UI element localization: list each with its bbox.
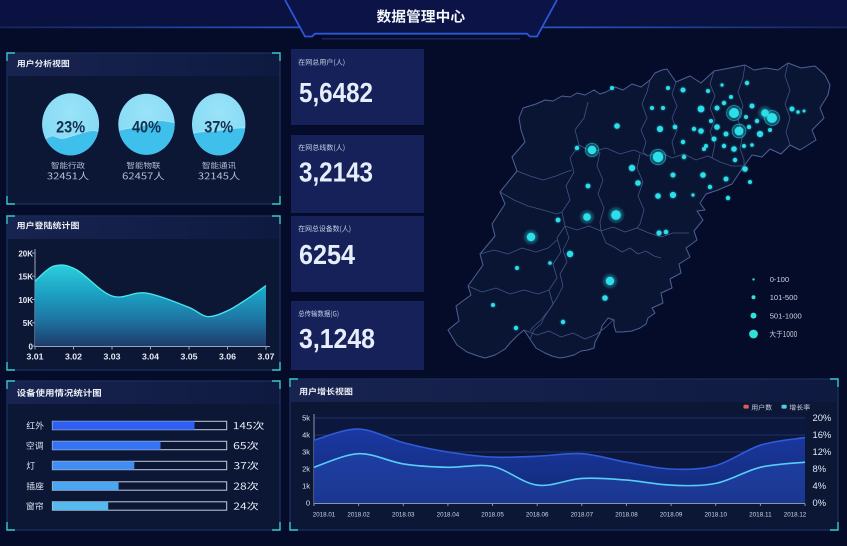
- svg-text:2018.12: 2018.12: [784, 512, 807, 519]
- svg-text:1k: 1k: [302, 482, 310, 491]
- svg-text:0%: 0%: [813, 497, 827, 508]
- svg-text:37%: 37%: [204, 117, 233, 136]
- svg-text:3.03: 3.03: [104, 353, 122, 362]
- svg-text:2018.02: 2018.02: [347, 512, 370, 519]
- svg-text:501-1000: 501-1000: [770, 311, 802, 320]
- svg-text:3.02: 3.02: [65, 353, 83, 362]
- svg-text:20%: 20%: [813, 412, 832, 423]
- svg-text:23%: 23%: [56, 117, 85, 136]
- svg-text:4k: 4k: [302, 431, 310, 440]
- svg-text:4%: 4%: [813, 480, 827, 491]
- svg-text:8%: 8%: [813, 463, 827, 474]
- svg-text:3,2143: 3,2143: [299, 157, 373, 188]
- svg-text:2018.03: 2018.03: [392, 512, 415, 519]
- svg-text:3.01: 3.01: [27, 353, 45, 362]
- svg-text:3.07: 3.07: [258, 353, 276, 362]
- svg-text:16%: 16%: [813, 429, 832, 440]
- svg-text:15K: 15K: [18, 273, 33, 282]
- svg-text:3.05: 3.05: [181, 353, 199, 362]
- svg-text:2k: 2k: [302, 465, 310, 474]
- svg-text:2018.08: 2018.08: [615, 512, 638, 519]
- svg-text:5k: 5k: [302, 414, 310, 423]
- svg-text:40%: 40%: [132, 117, 161, 136]
- svg-text:2018.05: 2018.05: [481, 512, 504, 519]
- svg-text:0: 0: [306, 499, 310, 508]
- svg-text:2018.11: 2018.11: [749, 512, 772, 519]
- svg-text:5K: 5K: [23, 319, 33, 328]
- svg-text:2018.10: 2018.10: [704, 512, 727, 519]
- svg-text:2018.07: 2018.07: [571, 512, 594, 519]
- svg-text:10K: 10K: [18, 296, 33, 305]
- svg-text:2018.04: 2018.04: [437, 512, 460, 519]
- svg-text:2018.01: 2018.01: [313, 512, 336, 519]
- svg-text:0-100: 0-100: [770, 275, 789, 284]
- svg-text:3k: 3k: [302, 448, 310, 457]
- svg-text:101-500: 101-500: [770, 293, 798, 302]
- svg-text:2018.06: 2018.06: [526, 512, 549, 519]
- svg-text:0: 0: [29, 342, 34, 351]
- svg-text:3.06: 3.06: [219, 353, 237, 362]
- svg-text:12%: 12%: [813, 446, 832, 457]
- svg-text:20K: 20K: [18, 249, 33, 258]
- svg-text:5,6482: 5,6482: [299, 77, 373, 108]
- svg-text:3.04: 3.04: [142, 353, 160, 362]
- svg-text:6254: 6254: [299, 239, 355, 270]
- svg-text:2018.09: 2018.09: [660, 512, 683, 519]
- svg-text:3,1248: 3,1248: [299, 323, 375, 354]
